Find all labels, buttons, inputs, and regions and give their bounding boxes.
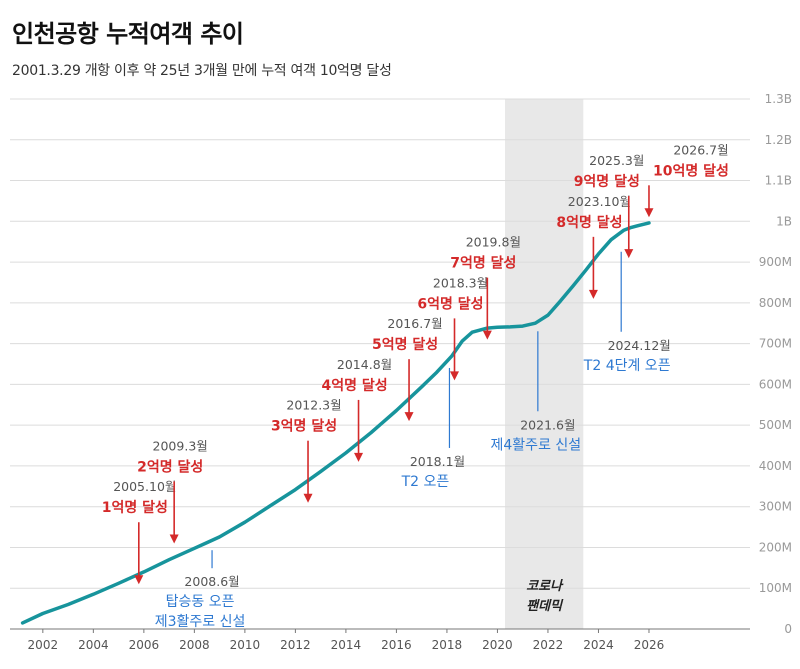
event-label: 제4활주로 신설 (491, 437, 582, 453)
y-axis: 0 100M 200M 300M 400M 500M 600M 700M 800M 900M 1B 1… (759, 92, 792, 636)
covid-label-line: 팬데믹 (526, 598, 564, 614)
milestone-label: 8억명 달성 (556, 214, 622, 231)
y-tick-label: 900M (759, 255, 792, 269)
y-tick-label: 400M (759, 459, 792, 473)
event-label: T2 4단계 오픈 (583, 358, 671, 374)
milestone-label: 3억명 달성 (271, 418, 337, 435)
x-tick-label: 2026 (634, 638, 665, 652)
y-tick-label: 100M (759, 581, 792, 595)
x-tick-label: 2012 (280, 638, 311, 652)
event-label: 탑승동 오픈 (166, 594, 235, 610)
milestone-date: 2016.7월 (387, 316, 442, 331)
milestone-date: 2005.10월 (113, 479, 176, 494)
milestone-date: 2025.3월 (589, 153, 644, 168)
milestone-arrowhead (588, 289, 598, 299)
x-tick-label: 2006 (129, 638, 160, 652)
milestone-label: 6억명 달성 (417, 295, 483, 312)
milestone-arrowhead (482, 330, 492, 340)
x-tick-label: 2016 (381, 638, 412, 652)
y-tick-label: 1.2B (765, 133, 792, 147)
milestone-arrowhead (169, 534, 179, 544)
milestone-arrowhead (624, 249, 634, 259)
event-date: 2008.6월 (184, 574, 239, 589)
y-tick-label: 1.1B (765, 174, 792, 188)
y-tick-label: 0 (784, 622, 792, 636)
milestone-date: 2009.3월 (153, 438, 208, 453)
milestone-label: 2억명 달성 (137, 458, 203, 475)
milestone-arrowhead (354, 452, 364, 462)
event-date: 2021.6월 (520, 417, 575, 432)
milestone-label: 4억명 달성 (321, 377, 387, 394)
y-tick-label: 1B (776, 214, 792, 228)
milestone-label: 1억명 달성 (102, 499, 168, 516)
milestone-arrowhead (134, 575, 144, 585)
milestone-label: 9억명 달성 (574, 173, 640, 190)
milestone-arrowhead (644, 208, 654, 218)
milestone-date: 2014.8월 (337, 357, 392, 372)
milestone-date: 2026.7월 (673, 142, 728, 157)
milestone-label: 5억명 달성 (372, 336, 438, 353)
event-label: T2 오픈 (401, 474, 450, 490)
covid-band (505, 99, 584, 629)
x-tick-label: 2008 (179, 638, 210, 652)
milestone-date: 2012.3월 (286, 398, 341, 413)
x-tick-label: 2010 (230, 638, 261, 652)
milestone-label: 7억명 달성 (450, 255, 516, 272)
x-tick-label: 2014 (331, 638, 362, 652)
milestone-date: 2018.3월 (433, 275, 488, 290)
x-tick-label: 2004 (78, 638, 109, 652)
x-tick-label: 2020 (482, 638, 513, 652)
milestone-date: 2023.10월 (568, 194, 631, 209)
milestone-arrowhead (450, 371, 460, 381)
y-tick-label: 200M (759, 540, 792, 554)
y-tick-label: 300M (759, 500, 792, 514)
x-tick-label: 2018 (432, 638, 463, 652)
milestone-label: 10억명 달성 (653, 162, 729, 179)
event-date: 2024.12월 (608, 338, 671, 353)
series-line (20, 221, 651, 625)
event-date: 2018.1월 (410, 454, 465, 469)
annotations: 1억명 달성 2005.10월 2억명 달성 2009.3월 3억명 달성 2012.3월… (102, 142, 729, 630)
milestone-arrowhead (404, 412, 414, 422)
x-tick-label: 2022 (533, 638, 564, 652)
chart-title: 인천공항 누적여객 추이 (12, 20, 244, 48)
y-tick-label: 800M (759, 296, 792, 310)
x-axis: 2002 2004 2006 2008 2010 2012 2014 2016 2018 2020… (28, 629, 665, 652)
x-tick-label: 2002 (28, 638, 59, 652)
y-tick-label: 600M (759, 377, 792, 391)
y-tick-label: 1.3B (765, 92, 792, 106)
chart-subtitle: 2001.3.29 개항 이후 약 25년 3개월 만에 누적 여객 10억명 … (12, 63, 392, 79)
covid-label-line: 코로나 (526, 578, 564, 594)
milestone-date: 2019.8월 (466, 235, 521, 250)
y-tick-label: 500M (759, 418, 792, 432)
milestone-arrowhead (303, 493, 313, 503)
y-tick-label: 700M (759, 337, 792, 351)
event-label: 제3활주로 신설 (155, 614, 246, 630)
x-tick-label: 2024 (583, 638, 614, 652)
